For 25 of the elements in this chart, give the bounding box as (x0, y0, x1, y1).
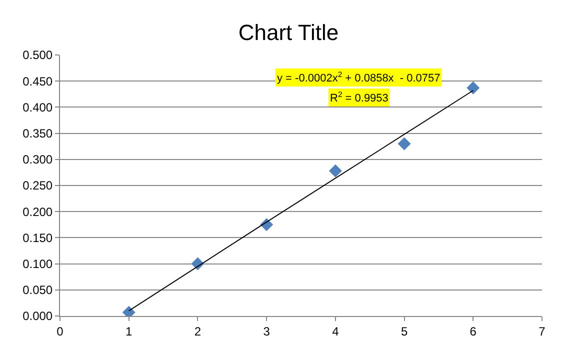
y-tick-label: 0.300 (22, 152, 53, 167)
y-tick-label: 0.100 (22, 257, 53, 271)
x-tick-label: 6 (470, 324, 477, 338)
annotation: R$^{2}$ = 0.9953 (330, 90, 388, 105)
y-tick-label: 0.000 (22, 309, 53, 324)
y-tick-label: 0.200 (22, 204, 53, 219)
x-tick-label: 0 (56, 324, 64, 338)
y-tick-label: 0.450 (22, 74, 53, 88)
y-tick-label: 0.250 (22, 178, 53, 193)
x-tick-label: 4 (332, 324, 340, 338)
point (466, 81, 480, 94)
annotation: y = -0.0002x$^{2}$ + 0.0858x - 0.0757 (277, 70, 440, 85)
x-tick-label: 2 (194, 324, 202, 338)
point (328, 164, 342, 178)
x-tick-label: 3 (263, 324, 270, 338)
y-tick-label: 0.350 (22, 126, 53, 140)
y-tick-label: 0.050 (22, 283, 53, 298)
x-tick-label: 1 (126, 324, 133, 338)
y-tick-label: 0.150 (22, 230, 53, 245)
chart-title: Chart Title (238, 20, 339, 45)
y-tick-label: 0.500 (22, 48, 53, 62)
y-tick-label: 0.400 (22, 100, 53, 114)
x-tick-label: 5 (400, 324, 408, 338)
point (398, 137, 411, 150)
x-tick-label: 7 (538, 324, 546, 338)
